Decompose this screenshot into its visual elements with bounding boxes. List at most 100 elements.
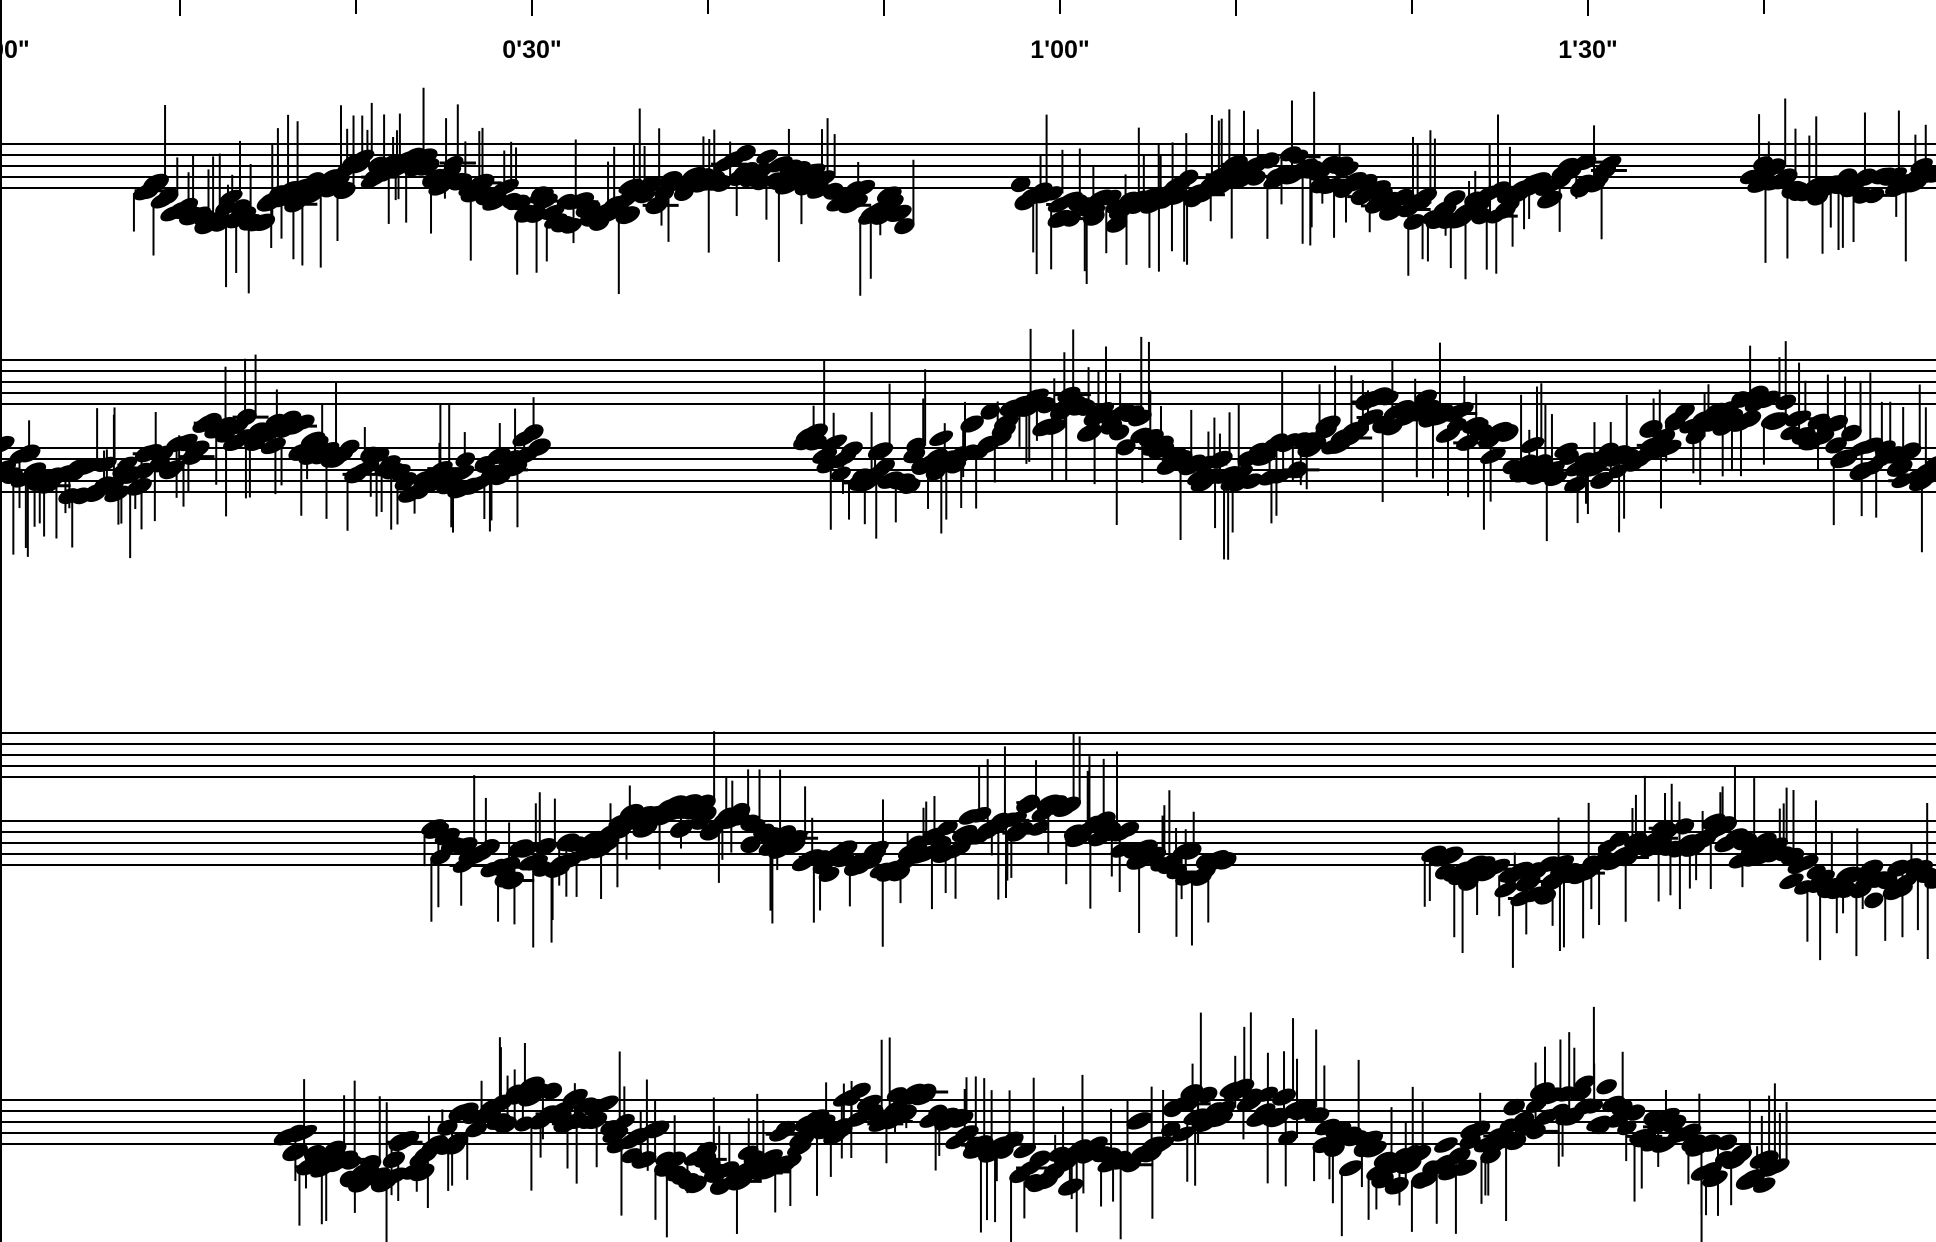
notehead [1764,412,1790,430]
notehead [495,178,519,195]
notehead [1378,390,1399,406]
notehead [749,162,773,180]
notehead [1076,423,1102,442]
notehead [1923,455,1936,472]
notehead [800,163,826,180]
notehead [618,178,643,195]
notehead [1795,854,1819,871]
notehead [1674,818,1695,835]
notehead [1043,419,1067,435]
notehead [644,1120,670,1139]
notehead [1105,215,1128,233]
notehead [1484,858,1511,876]
time-label-0-30: 0'30" [502,36,562,64]
time-ruler [179,0,1765,16]
notehead [906,437,926,454]
notehead [1384,1177,1409,1195]
notehead [360,1154,382,1173]
note-clusters [0,87,1936,1242]
notehead [351,149,375,166]
notehead [1599,155,1622,171]
notehead [1728,1147,1753,1164]
notehead [969,806,992,823]
notehead [134,462,155,479]
time-label-0-00: 0'00" [0,36,30,64]
notehead [980,403,1001,420]
notehead [534,838,557,856]
notehead [1118,821,1140,838]
notehead [16,444,41,463]
notehead [1839,867,1865,885]
notehead [774,177,801,195]
notehead [1349,423,1369,439]
notehead [848,193,868,209]
notehead [1520,437,1545,453]
time-label-1-30: 1'30" [1558,36,1618,64]
notehead [1779,873,1804,890]
notehead [852,179,876,196]
notehead [1148,1136,1175,1153]
notehead [1450,401,1474,418]
notehead [740,836,761,854]
notehead [1196,1086,1218,1103]
notehead [1825,414,1849,432]
notehead [696,1141,717,1158]
notehead [395,1130,420,1148]
notehead [899,477,921,495]
notehead [615,206,641,225]
notehead [818,866,840,882]
notehead [523,854,548,871]
notehead [482,194,509,211]
notehead [1338,1160,1363,1177]
note-cluster [132,87,915,296]
notehead [527,438,551,456]
notehead [1559,448,1579,465]
notehead [1714,816,1738,834]
notehead [1361,1140,1387,1158]
notehead [1503,1132,1527,1151]
notehead [1574,1075,1596,1091]
notehead [514,1116,534,1132]
notehead [1590,471,1614,489]
notehead [1785,410,1812,427]
notehead [789,1131,815,1149]
notehead [560,218,583,234]
notehead [1437,846,1464,865]
notehead [382,1151,406,1169]
note-cluster [0,354,551,559]
notehead [886,204,912,223]
notehead [1625,1104,1646,1121]
notehead [1013,1143,1037,1159]
notehead [541,1082,563,1100]
notehead [1549,854,1575,872]
notehead [126,478,152,496]
notehead [382,1167,409,1185]
notehead [1443,190,1466,207]
notehead [1028,821,1050,836]
notehead [821,434,848,451]
notehead [635,1151,657,1168]
notehead [1314,1118,1340,1136]
notehead [1511,465,1538,483]
notehead [831,466,851,482]
notehead [1434,1137,1458,1153]
note-cluster [1739,98,1936,263]
notehead [1003,811,1027,827]
notehead [947,1110,974,1128]
notehead [1841,424,1862,442]
notehead [251,213,276,232]
notehead [1128,409,1152,427]
notehead [1002,1131,1024,1148]
notehead [494,1115,517,1134]
notehead [1010,176,1031,193]
notehead [1255,1086,1278,1102]
notehead [1583,1099,1603,1114]
notehead [1408,1144,1432,1162]
notehead [1495,424,1519,442]
notehead [550,1101,575,1119]
notehead [1208,450,1233,469]
notehead [430,849,451,865]
notehead [465,1121,488,1138]
notehead [833,840,858,858]
notehead [185,440,210,458]
